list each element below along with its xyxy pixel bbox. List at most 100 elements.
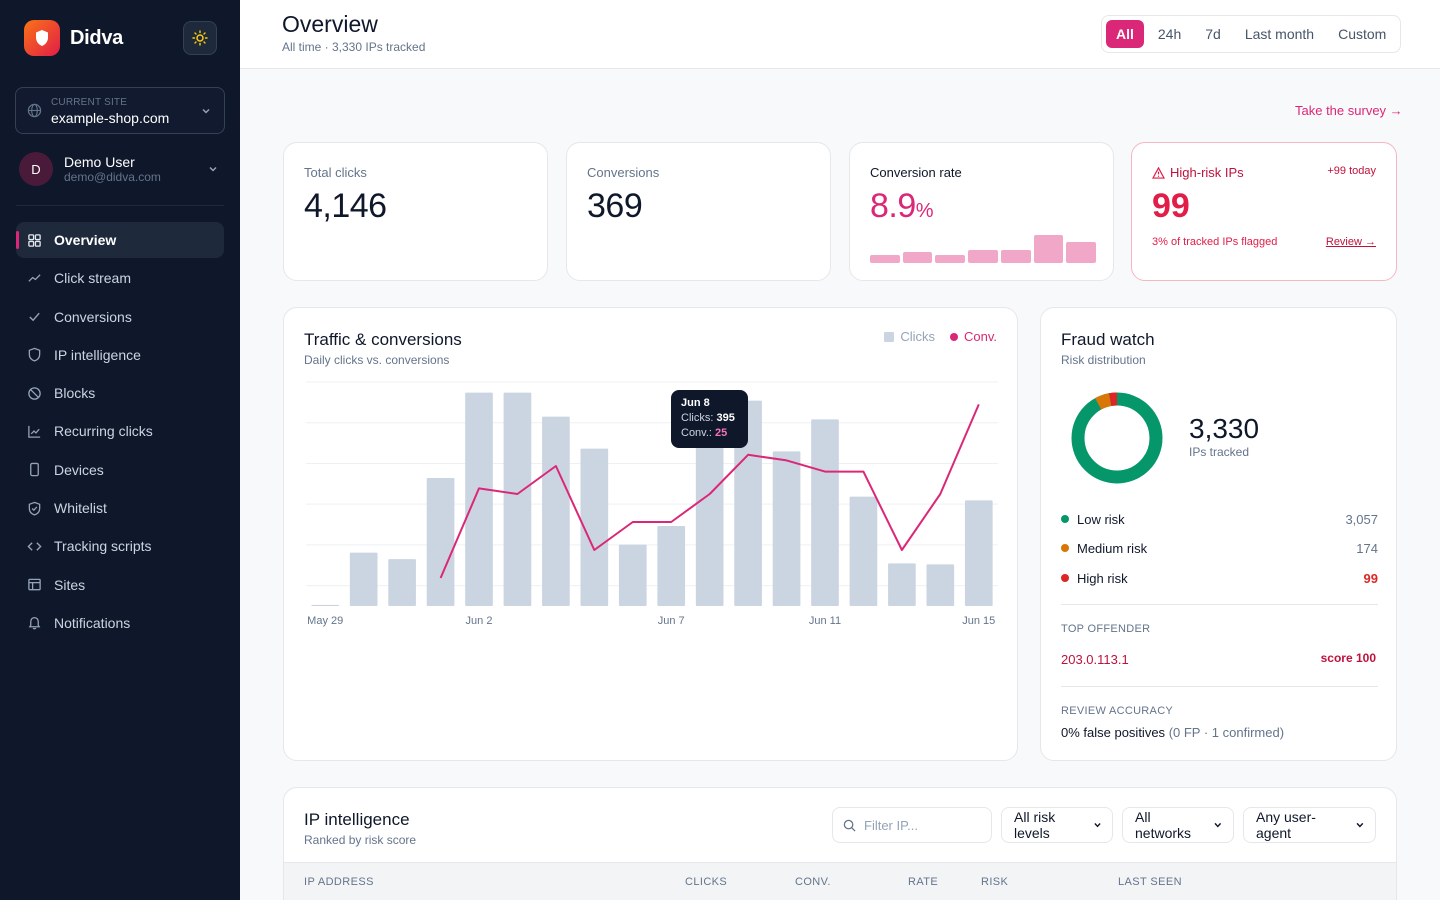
shield-check-icon — [26, 500, 42, 516]
column-header-conv[interactable]: CONV. — [795, 876, 831, 888]
column-header-rate[interactable]: RATE — [908, 876, 939, 888]
range-last-month-button[interactable]: Last month — [1244, 26, 1315, 42]
risk-row-medium[interactable]: Medium risk 174 — [1061, 539, 1378, 557]
theme-toggle-button[interactable] — [183, 21, 217, 55]
filter-ip-input[interactable]: Filter IP... — [832, 807, 992, 843]
sparkline-bar — [1033, 235, 1064, 263]
sidebar-item-tracking-scripts[interactable]: Tracking scripts — [16, 528, 224, 564]
sparkline-bar — [935, 255, 966, 263]
sidebar-item-label: Sites — [54, 576, 86, 593]
clicks-bar — [311, 604, 340, 606]
brand-name: Didva — [70, 26, 123, 49]
review-accuracy-caption: REVIEW ACCURACY — [1061, 705, 1174, 717]
table-header: IP ADDRESS CLICKS CONV. RATE RISK LAST S… — [284, 862, 1396, 900]
column-header-risk[interactable]: RISK — [981, 876, 1009, 888]
sidebar-item-conversions[interactable]: Conversions — [16, 299, 224, 335]
clicks-bar — [734, 400, 762, 606]
sidebar-item-label: Overview — [54, 232, 117, 248]
sparkline-bar — [1066, 242, 1097, 263]
avatar: D — [19, 152, 53, 186]
clicks-bar — [772, 451, 801, 606]
clicks-bar — [657, 526, 686, 606]
clicks-bar — [618, 544, 647, 606]
site-value: example-shop.com — [51, 110, 170, 126]
sidebar-item-overview[interactable]: Overview — [16, 222, 224, 258]
sidebar-item-devices[interactable]: Devices — [16, 452, 224, 488]
sidebar-item-click-stream[interactable]: Click stream — [16, 260, 224, 296]
x-tick-label: May 29 — [307, 615, 343, 627]
sidebar-item-label: Blocks — [54, 385, 96, 402]
chevron-down-icon — [209, 166, 217, 172]
clicks-bar — [926, 564, 955, 606]
clicks-bar — [849, 496, 878, 606]
rate-number: 8.9 — [870, 187, 916, 225]
chart-title: Traffic & conversions — [304, 330, 462, 349]
sparkline-bar — [1000, 250, 1031, 263]
stat-label: Conversion rate — [870, 165, 962, 180]
clicks-bar — [542, 416, 570, 606]
risk-row-low[interactable]: Low risk 3,057 — [1061, 510, 1378, 528]
site-selector[interactable]: CURRENT SITE example-shop.com — [15, 87, 225, 134]
sidebar-item-label: Notifications — [54, 614, 131, 631]
rate-unit: % — [915, 200, 934, 222]
stat-value: 8.9% — [870, 187, 934, 226]
stat-label: Conversions — [587, 165, 660, 180]
review-accuracy-value: 0% false positives (0 FP · 1 confirmed) — [1061, 725, 1285, 740]
chevron-down-icon — [1356, 822, 1364, 828]
clicks-bar — [888, 563, 916, 606]
legend-clicks[interactable]: Clicks — [884, 329, 935, 344]
sidebar-item-label: Tracking scripts — [54, 538, 152, 555]
sidebar-item-recurring-clicks[interactable]: Recurring clicks — [16, 413, 224, 449]
legend-conversions[interactable]: Conv. — [950, 329, 997, 344]
globe-icon — [27, 103, 42, 118]
column-header-ip[interactable]: IP ADDRESS — [304, 876, 374, 888]
chevron-down-icon — [202, 108, 210, 114]
sidebar-item-ip-intelligence[interactable]: IP intelligence — [16, 337, 224, 373]
block-icon — [26, 385, 42, 401]
rate-sparkline — [870, 235, 1097, 263]
fraud-subtitle: Risk distribution — [1061, 353, 1146, 367]
risk-row-label: High risk — [1077, 570, 1128, 586]
sidebar-item-notifications[interactable]: Notifications — [16, 605, 224, 641]
risk-subtext: 3% of tracked IPs flagged — [1152, 236, 1278, 248]
user-name: Demo User — [64, 154, 135, 170]
chevron-down-icon — [1094, 823, 1101, 828]
range-custom-button[interactable]: Custom — [1338, 26, 1387, 42]
sidebar-item-label: Conversions — [54, 308, 132, 325]
clicks-bar — [388, 559, 416, 606]
sidebar-item-blocks[interactable]: Blocks — [16, 375, 224, 411]
code-icon — [26, 538, 42, 554]
stat-card-conversions: Conversions 369 — [566, 142, 831, 281]
warning-icon — [1152, 166, 1165, 179]
top-offender-caption: TOP OFFENDER — [1061, 623, 1151, 635]
shield-logo-icon — [24, 20, 60, 56]
risk-level-select[interactable]: All risk levels — [1001, 807, 1113, 843]
fraud-total-label: IPs tracked — [1189, 445, 1250, 459]
sidebar-item-label: Devices — [54, 461, 104, 478]
stat-card-conversion-rate: Conversion rate 8.9% — [849, 142, 1114, 281]
sidebar-item-sites[interactable]: Sites — [16, 567, 224, 603]
chart-legend: Clicks Conv. — [884, 329, 997, 344]
brand[interactable]: Didva — [24, 20, 123, 56]
review-link[interactable]: Review → — [1325, 236, 1376, 248]
risk-row-high[interactable]: High risk 99 — [1061, 569, 1378, 587]
range-7d-button[interactable]: 7d — [1205, 26, 1221, 42]
sidebar-item-whitelist[interactable]: Whitelist — [16, 490, 224, 526]
range-24h-button[interactable]: 24h — [1157, 26, 1182, 42]
chart-subtitle: Daily clicks vs. conversions — [304, 353, 450, 367]
user-menu[interactable]: D Demo User demo@didva.com — [19, 151, 225, 187]
search-icon — [843, 819, 856, 832]
range-all-button[interactable]: All — [1106, 20, 1144, 48]
x-tick-label: Jun 7 — [658, 615, 685, 627]
ip-filters: Filter IP... All risk levels All network… — [832, 807, 1376, 843]
column-header-clicks[interactable]: CLICKS — [685, 876, 728, 888]
user-agent-select[interactable]: Any user-agent — [1243, 807, 1376, 843]
top-offender-ip[interactable]: 203.0.113.1 — [1061, 652, 1129, 667]
stat-card-high-risk: High-risk IPs +99 today 99 3% of tracked… — [1131, 142, 1397, 281]
clicks-bar — [695, 395, 724, 606]
survey-link[interactable]: Take the survey → — [1295, 103, 1403, 118]
sparkline-bar — [968, 250, 998, 263]
network-select[interactable]: All networks — [1122, 807, 1234, 843]
column-header-last-seen[interactable]: LAST SEEN — [1118, 876, 1182, 888]
select-value: All risk levels — [1014, 809, 1056, 841]
